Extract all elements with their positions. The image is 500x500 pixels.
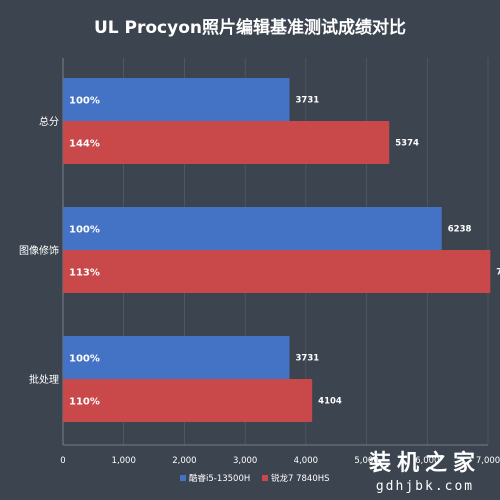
category-label: 总分 (39, 115, 59, 128)
legend-swatch (180, 475, 186, 481)
bars: 100% 3731 144% 5374 100% 6238 113% 7038 100% 3731… (63, 78, 500, 422)
bar-value-label: 4104 (318, 397, 342, 407)
bar (63, 250, 491, 293)
bar (63, 336, 290, 379)
chart-title: UL Procyon照片编辑基准测试成绩对比 (94, 17, 406, 38)
legend-swatch (262, 475, 268, 481)
x-tick-label: 2,000 (172, 456, 196, 466)
x-tick-label: 6,000 (415, 456, 439, 466)
bar-percent-label: 144% (69, 139, 100, 150)
x-tick-label: 4,000 (294, 456, 318, 466)
bar (63, 78, 290, 121)
legend-label: 锐龙7 7840HS (271, 473, 330, 484)
bar (63, 207, 442, 250)
bar-value-label: 3731 (296, 96, 320, 106)
bar-value-label: 3731 (296, 354, 320, 364)
bar-percent-label: 100% (69, 225, 100, 236)
bar-percent-label: 100% (69, 96, 100, 107)
bar-value-label: 5374 (395, 139, 419, 149)
x-tick-label: 7,000 (476, 456, 500, 466)
category-label: 批处理 (29, 373, 59, 386)
watermark-url: gdhjbk.com (376, 479, 474, 494)
bar-value-label: 7038 (496, 268, 500, 278)
bar (63, 121, 390, 164)
x-tick-label: 3,000 (233, 456, 257, 466)
watermark: 装机之家 gdhjbk.com (369, 450, 481, 494)
x-tick-label: 0 (60, 456, 65, 466)
legend-label: 酷睿i5-13500H (189, 473, 250, 484)
x-tick-label: 5,000 (354, 456, 378, 466)
bar (63, 379, 313, 422)
x-axis-ticks: 0 1,000 2,000 3,000 4,000 5,000 6,000 7,000 (60, 456, 500, 466)
watermark-text: 装机之家 (369, 450, 481, 476)
bar-percent-label: 110% (69, 397, 100, 408)
category-label: 图像修饰 (19, 244, 59, 257)
x-tick-label: 1,000 (112, 456, 136, 466)
legend: 酷睿i5-13500H 锐龙7 7840HS (180, 473, 330, 484)
bar-percent-label: 113% (69, 268, 100, 279)
bar-value-label: 6238 (448, 225, 472, 235)
bar-percent-label: 100% (69, 354, 100, 365)
